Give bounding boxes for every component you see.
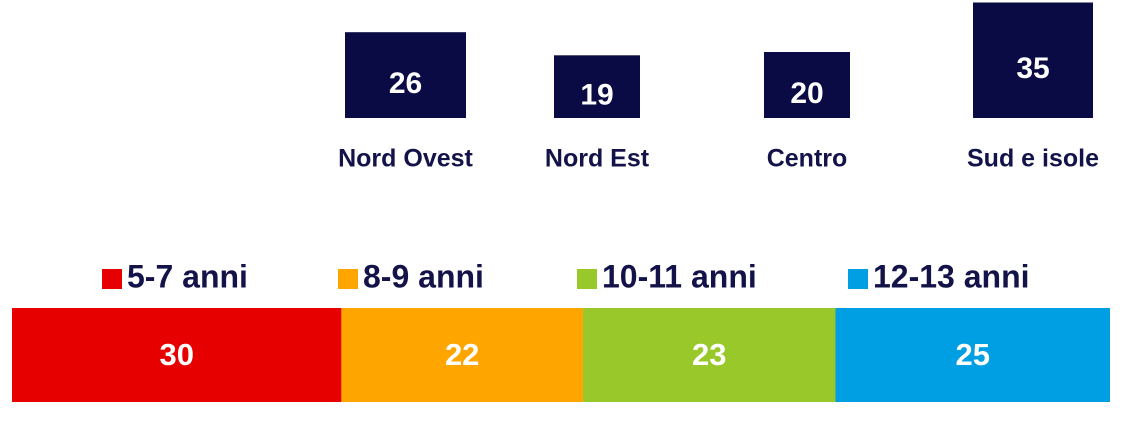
- category-label: Nord Est: [545, 145, 650, 173]
- value-label: 35: [1016, 52, 1049, 85]
- value-label: 25: [956, 337, 990, 372]
- segment: [582, 308, 836, 402]
- category-label: Centro: [767, 145, 848, 173]
- segment: [835, 308, 1110, 402]
- legend-swatch: [577, 269, 597, 289]
- legend-label: 8-9 anni: [363, 258, 484, 294]
- legend-label: 10-11 anni: [602, 258, 757, 294]
- segment: [341, 308, 583, 402]
- bar: [973, 2, 1093, 118]
- value-label: 20: [790, 77, 823, 110]
- segment: [12, 308, 342, 402]
- bar: [345, 32, 466, 119]
- category-label: Sud e isole: [967, 145, 1099, 173]
- legend-swatch: [848, 269, 868, 289]
- bar: [764, 52, 850, 118]
- value-label: 23: [692, 337, 726, 372]
- value-label: 22: [445, 337, 479, 372]
- legend-label: 5-7 anni: [127, 258, 248, 294]
- value-label: 26: [389, 67, 422, 100]
- category-label: Nord Ovest: [338, 145, 473, 173]
- value-label: 30: [159, 337, 193, 372]
- value-label: 19: [580, 79, 613, 112]
- bar: [554, 55, 640, 118]
- legend-swatch: [102, 269, 122, 289]
- legend-label: 12-13 anni: [873, 258, 1030, 294]
- legend-swatch: [338, 269, 358, 289]
